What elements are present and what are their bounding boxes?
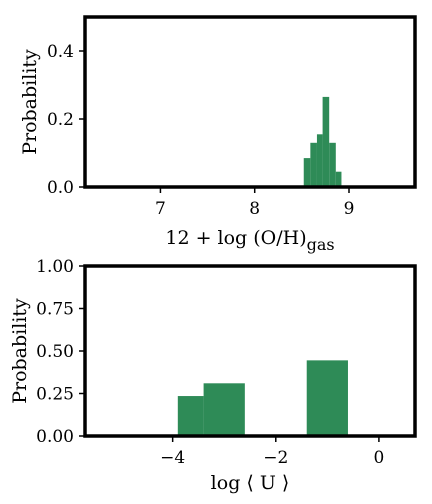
ionization-bar-1 [203,383,245,436]
ionization-bar-2 [306,360,348,436]
metallicity-bar-3 [322,96,330,187]
metallicity-bar-5 [335,171,342,187]
metallicity-bar-2 [316,134,323,187]
metallicity-histogram-panel: 7 8 9 0.0 0.2 0.4 12 + log (O/H)gas Probability [19,15,417,254]
metallicity-ytick-label-2: 0.4 [47,42,74,62]
ionization-ytick-label-4: 1.00 [36,257,74,277]
ionization-axes-frame [83,264,417,438]
ionization-xtick-label-1: −2 [263,448,288,468]
metallicity-ylabel: Probability [19,49,41,155]
ionization-ytick-label-0: 0.00 [36,427,74,447]
metallicity-xtick-label-0: 7 [155,199,166,219]
metallicity-bar-1 [310,142,317,187]
metallicity-xlabel-subscript: gas [307,235,335,254]
ionization-ytick-label-1: 0.25 [36,385,74,405]
metallicity-bar-4 [329,142,336,187]
ionization-ytick-label-3: 0.75 [36,300,74,320]
metallicity-ytick-label-0: 0.0 [47,178,74,198]
metallicity-xtick-label-1: 8 [249,199,260,219]
metallicity-bar-0 [303,158,311,187]
ionization-xlabel: log ⟨ U ⟩ [211,472,290,494]
ionization-xtick-label-2: 0 [373,448,384,468]
ionization-histogram-panel: −4 −2 0 0.00 0.25 0.50 0.75 1.00 log ⟨ U ⟩ Probab… [9,257,417,494]
ionization-xtick-label-0: −4 [160,448,185,468]
metallicity-xlabel: 12 + log (O/H)gas [165,227,334,254]
ionization-bar-0 [177,396,204,436]
metallicity-axes-frame [83,15,417,189]
metallicity-ytick-label-1: 0.2 [47,110,74,130]
ionization-ylabel: Probability [9,298,31,404]
metallicity-xtick-label-2: 9 [344,199,355,219]
ionization-ytick-label-2: 0.50 [36,342,74,362]
